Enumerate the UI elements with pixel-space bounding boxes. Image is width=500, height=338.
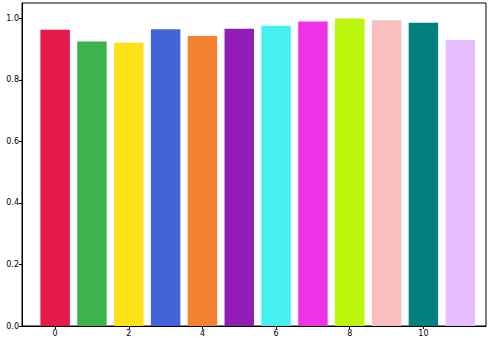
svg-text:4: 4	[200, 329, 205, 338]
svg-text:0.6: 0.6	[6, 137, 19, 146]
svg-text:0: 0	[53, 329, 58, 338]
svg-text:8: 8	[347, 329, 352, 338]
svg-text:6: 6	[274, 329, 279, 338]
svg-text:1.0: 1.0	[6, 14, 19, 23]
svg-text:0.0: 0.0	[6, 322, 19, 331]
svg-text:10: 10	[418, 329, 428, 338]
svg-text:2: 2	[126, 329, 131, 338]
svg-text:0.4: 0.4	[6, 198, 19, 207]
svg-text:0.2: 0.2	[6, 260, 19, 269]
svg-text:0.8: 0.8	[6, 75, 19, 84]
